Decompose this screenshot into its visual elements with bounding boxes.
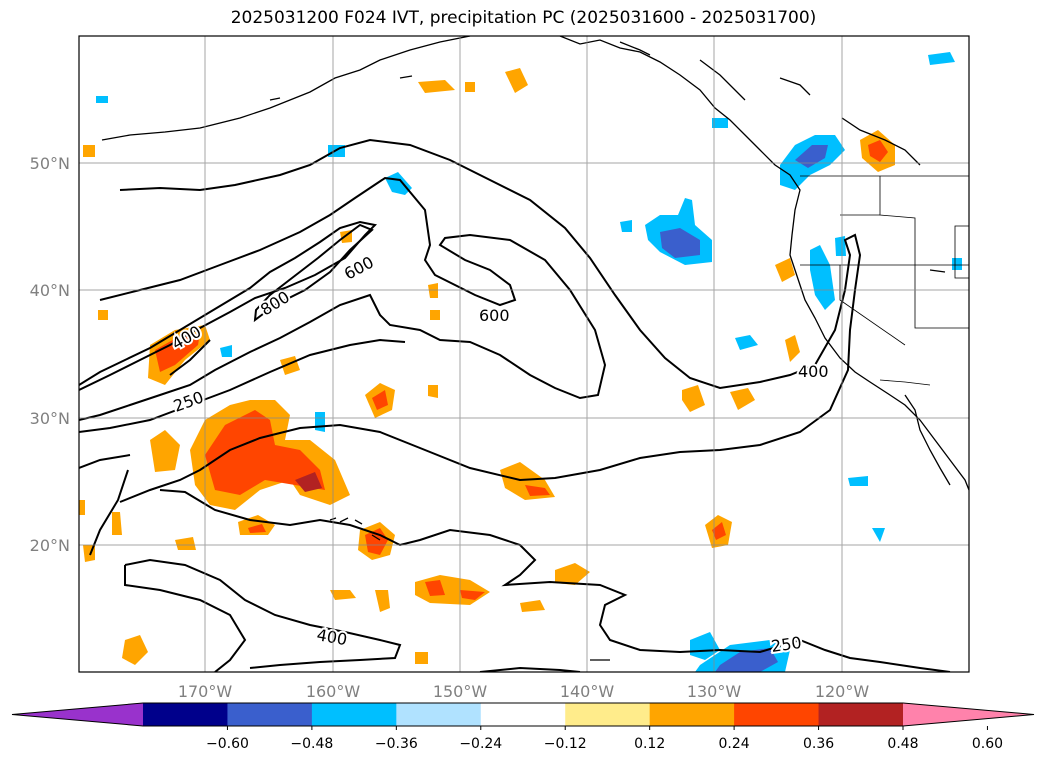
- lat-label-50n: 50°N: [30, 154, 70, 173]
- colorbar-swatch: [734, 703, 820, 726]
- colorbar-tick-label: −0.12: [544, 736, 587, 752]
- colorbar-swatch: [227, 703, 313, 726]
- map-frame: [78, 35, 970, 673]
- ivt-contours: [79, 138, 951, 672]
- latitude-labels: 50°N 40°N 30°N 20°N: [30, 154, 70, 555]
- colorbar-swatch: [396, 703, 482, 726]
- colorbar-tick-label: 0.48: [887, 736, 918, 752]
- lon-label-150w: 150°W: [433, 682, 488, 701]
- coastlines: [101, 36, 969, 661]
- colorbar-extend-max: [903, 703, 1034, 726]
- map-title: 2025031200 F024 IVT, precipitation PC (2…: [230, 8, 817, 28]
- colorbar-extend-min: [12, 703, 143, 726]
- graticule: [79, 36, 969, 672]
- lon-label-120w: 120°W: [815, 682, 870, 701]
- colorbar-tick-label: 0.36: [803, 736, 834, 752]
- longitude-labels: 170°W 160°W 150°W 140°W 130°W 120°W: [178, 682, 870, 701]
- political-borders: [800, 175, 969, 386]
- lon-label-130w: 130°W: [687, 682, 742, 701]
- lat-label-30n: 30°N: [30, 409, 70, 428]
- colorbar-swatch: [480, 703, 566, 726]
- colorbar-outline: [11, 702, 1035, 727]
- lon-label-160w: 160°W: [306, 682, 361, 701]
- colorbar-tick-label: −0.36: [375, 736, 418, 752]
- contour-label-400-east: 400: [798, 362, 829, 381]
- colorbar-tick-label: 0.12: [634, 736, 665, 752]
- colorbar-tick-label: 0.60: [972, 736, 1003, 752]
- lat-label-40n: 40°N: [30, 281, 70, 300]
- colorbar-tick-label: −0.60: [206, 736, 249, 752]
- lon-label-170w: 170°W: [178, 682, 233, 701]
- colorbar-tick-label: −0.48: [290, 736, 333, 752]
- colorbar-swatch: [818, 703, 904, 726]
- contour-label-600-east: 600: [479, 306, 510, 325]
- colorbar-tick-label: 0.24: [719, 736, 750, 752]
- colorbar-tick-label: −0.24: [459, 736, 502, 752]
- colorbar-swatch: [565, 703, 651, 726]
- lon-label-140w: 140°W: [560, 682, 615, 701]
- lat-label-20n: 20°N: [30, 536, 70, 555]
- colorbar-swatch: [311, 703, 397, 726]
- colorbar-swatch: [143, 703, 228, 726]
- colorbar: −0.60 −0.48 −0.36 −0.24 −0.12 0.12 0.24 0.36 0.4…: [11, 702, 1035, 752]
- colorbar-swatch: [649, 703, 735, 726]
